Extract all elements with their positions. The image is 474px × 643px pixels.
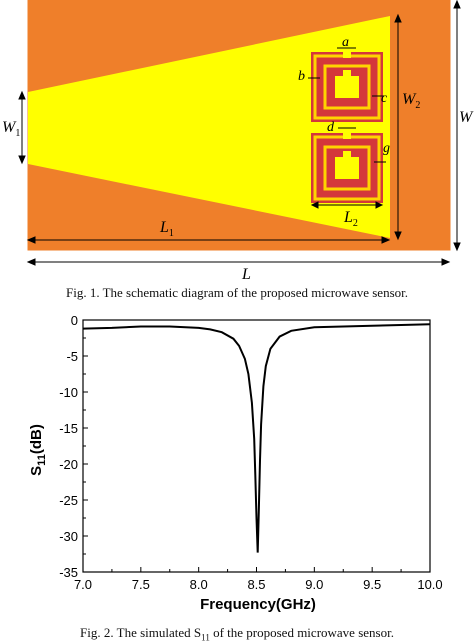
y-tick-label: -20: [59, 457, 78, 472]
s11-curve: [82, 323, 431, 553]
figure1-caption: Fig. 1. The schematic diagram of the pro…: [65, 285, 408, 300]
label-W2: W2: [402, 91, 420, 111]
y-tick-label: -10: [59, 385, 78, 400]
label-L1: L1: [159, 219, 174, 239]
label-W1: W1: [2, 119, 20, 139]
sensor-schematic: a b c d g W1 W2 W L1 L2 L: [2, 0, 474, 280]
y-tick-label: -25: [59, 493, 78, 508]
dimension-lines: [18, 0, 461, 266]
y-tick-label: -5: [66, 349, 78, 364]
y-axis-ticks: 0 -5 -10 -15 -20 -25 -30 -35: [59, 313, 88, 580]
x-tick-label: 9.5: [363, 577, 381, 592]
s11-chart: 7.0 7.5 8.0 8.5 9.0 9.5 10.0 0 -5 -10 -15 -20 -25 -3…: [28, 313, 443, 613]
label-g: g: [383, 141, 390, 156]
tapered-patch: [28, 16, 390, 238]
label-L: L: [241, 266, 251, 280]
figure2-caption: Fig. 2. The simulated S11 of the propose…: [80, 625, 394, 643]
resonator-top: [311, 50, 383, 122]
x-tick-label: 8.0: [190, 577, 208, 592]
label-d: d: [327, 120, 335, 135]
x-tick-label: 7.0: [74, 577, 92, 592]
label-W: W: [459, 109, 474, 126]
label-c: c: [381, 91, 388, 106]
x-axis-ticks: 7.0 7.5 8.0 8.5 9.0 9.5 10.0: [74, 567, 443, 592]
label-a: a: [342, 35, 349, 50]
x-tick-label: 8.5: [247, 577, 265, 592]
x-tick-label: 9.0: [305, 577, 323, 592]
y-tick-label: 0: [71, 313, 78, 328]
y-tick-label: -30: [59, 529, 78, 544]
y-axis-label: S11(dB): [28, 424, 48, 476]
resonator-bottom: [311, 131, 383, 203]
y-tick-label: -15: [59, 421, 78, 436]
x-tick-label: 10.0: [417, 577, 442, 592]
label-b: b: [298, 69, 305, 84]
x-axis-label: Frequency(GHz): [200, 596, 316, 613]
x-tick-label: 7.5: [132, 577, 150, 592]
y-tick-label: -35: [59, 565, 78, 580]
label-L2: L2: [343, 209, 358, 229]
